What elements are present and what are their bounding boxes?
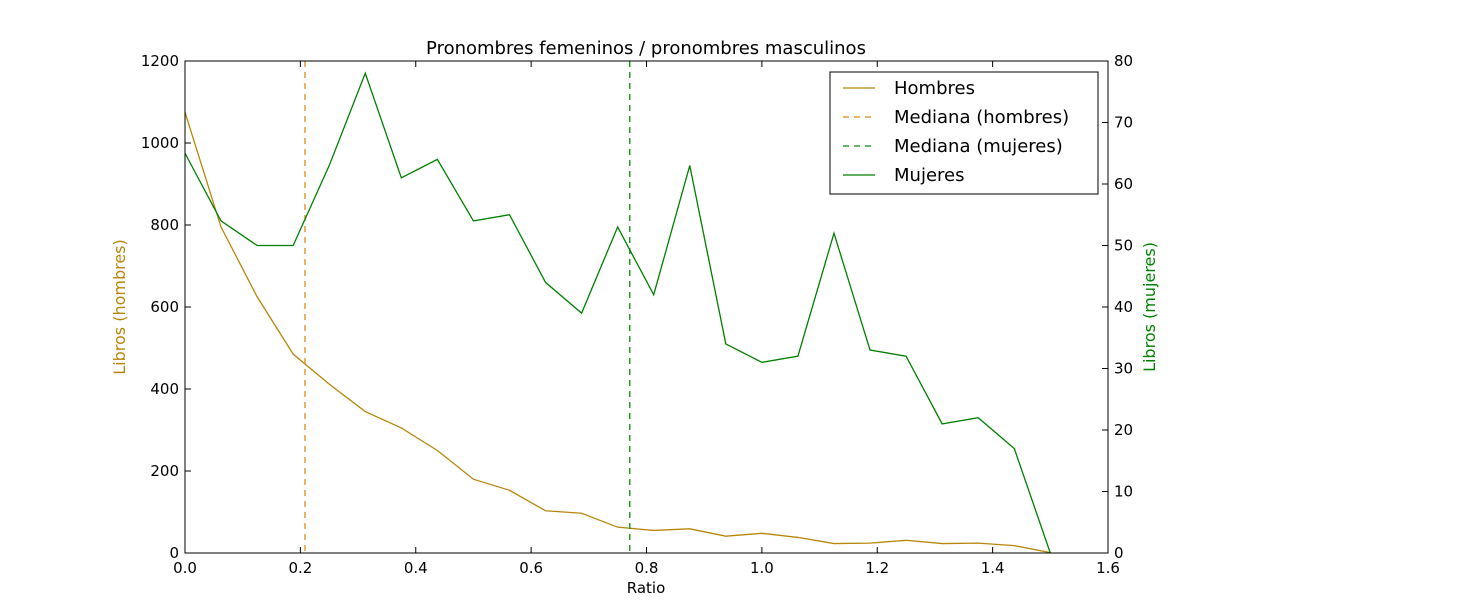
x-tick-label: 1.6: [1096, 559, 1120, 577]
series-mujeres: [184, 71, 1051, 554]
x-tick-label: 0.2: [288, 559, 312, 577]
legend-item-hombres: Hombres: [843, 78, 975, 99]
y-right-tick-label: 0: [1114, 544, 1124, 562]
y-left-tick-label: 0: [169, 544, 179, 562]
x-tick-label: 1.4: [981, 559, 1005, 577]
x-tick-label: 1.2: [865, 559, 889, 577]
y-right-tick-label: 80: [1114, 52, 1133, 70]
legend-item-mediana-hombres: Mediana (hombres): [843, 107, 1069, 128]
legend: Hombres Mediana (hombres) Mediana (mujeres…: [829, 71, 1099, 195]
y-left-tick-label: 1000: [141, 134, 179, 152]
legend-item-mediana-mujeres: Mediana (mujeres): [843, 136, 1063, 157]
y-left-tick-label: 800: [150, 216, 179, 234]
y-left-tick-label: 200: [150, 462, 179, 480]
legend-label: Mediana (mujeres): [894, 136, 1063, 157]
x-tick-label: 1.0: [750, 559, 774, 577]
series-line-hombres: [184, 112, 1051, 554]
x-tick-label: 0.0: [173, 559, 197, 577]
x-axis-label: Ratio: [627, 579, 666, 597]
series-line-mujeres: [184, 71, 1051, 554]
y-left-tick-label: 400: [150, 380, 179, 398]
y-right-tick-label: 40: [1114, 298, 1133, 316]
series-hombres: [184, 112, 1051, 554]
y-right-tick-label: 30: [1114, 360, 1133, 378]
x-tick-label: 0.8: [635, 559, 659, 577]
y-right-tick-label: 50: [1114, 237, 1133, 255]
y-left-tick-label: 1200: [141, 52, 179, 70]
y-axis-left-label: Libros (hombres): [110, 239, 129, 375]
y-right-tick-label: 60: [1114, 175, 1133, 193]
y-right-tick-label: 10: [1114, 483, 1133, 501]
y-right-tick-label: 20: [1114, 421, 1133, 439]
y-left-tick-label: 600: [150, 298, 179, 316]
chart-title: Pronombres femeninos / pronombres mascul…: [426, 38, 866, 59]
legend-label: Mujeres: [894, 165, 964, 186]
legend-label: Hombres: [894, 78, 975, 99]
y-axis-right-label: Libros (mujeres): [1140, 242, 1159, 372]
x-tick-label: 0.4: [404, 559, 428, 577]
x-tick-label: 0.6: [519, 559, 543, 577]
legend-label: Mediana (hombres): [894, 107, 1069, 128]
legend-box: [829, 71, 1099, 195]
y-right-tick-label: 70: [1114, 114, 1133, 132]
legend-item-mujeres: Mujeres: [843, 165, 964, 186]
